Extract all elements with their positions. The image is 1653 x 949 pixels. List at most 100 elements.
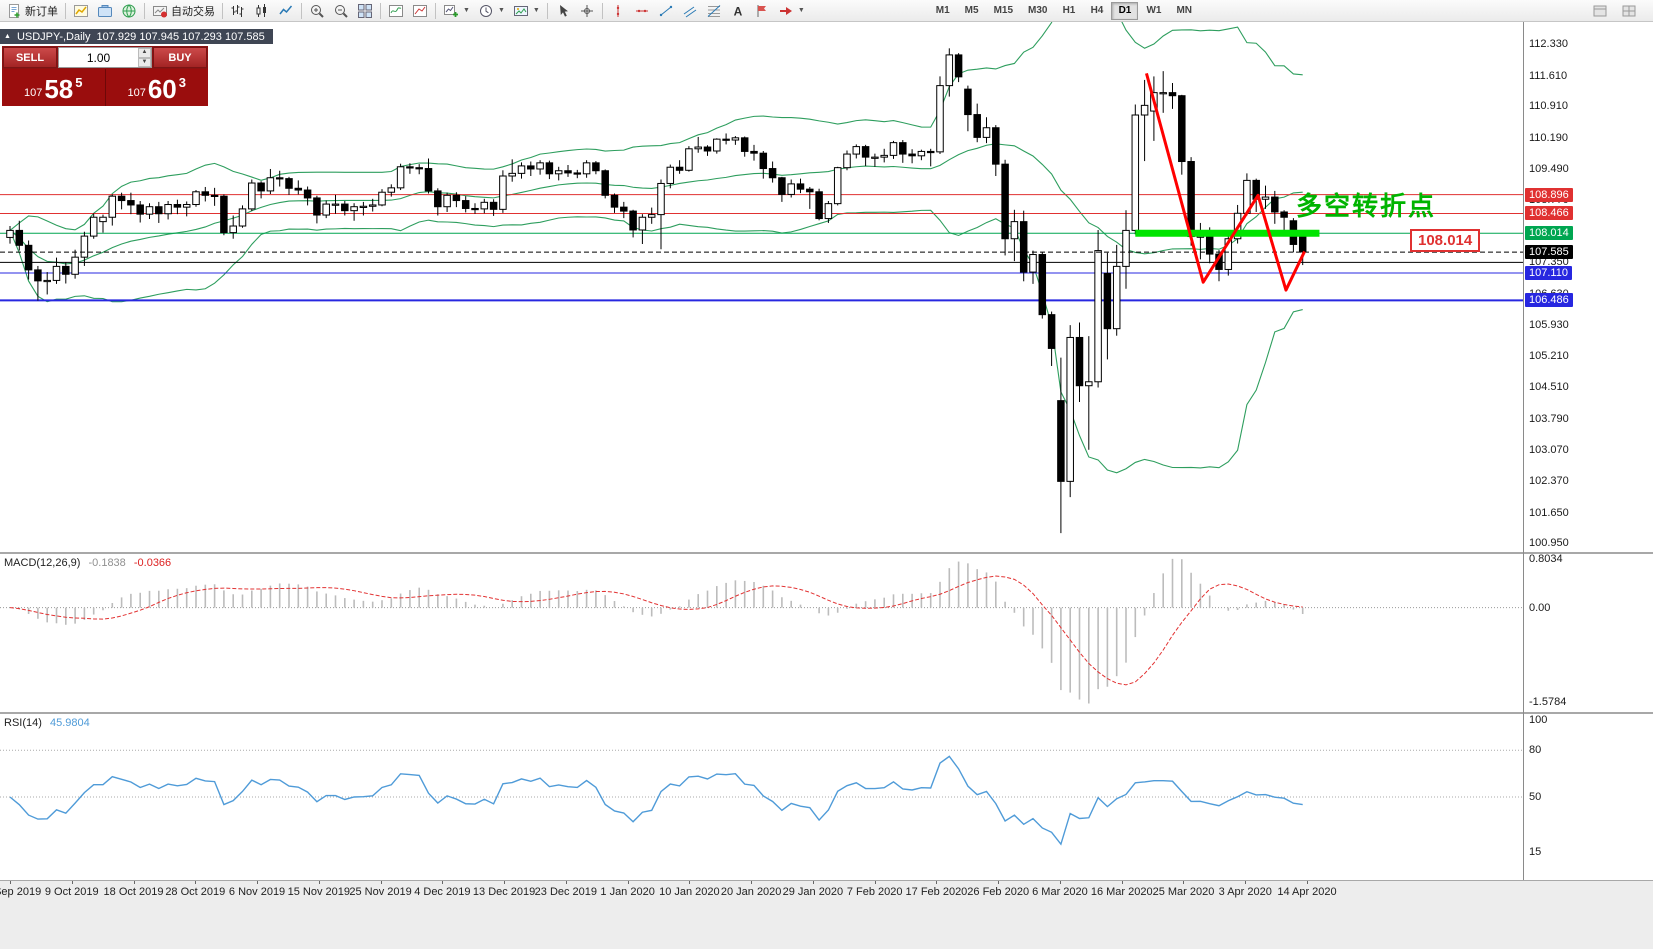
- time-tick-label: 16 Mar 2020: [1090, 886, 1153, 898]
- bar-chart-mode-button[interactable]: [226, 1, 250, 21]
- line-chart-mode-button[interactable]: [274, 1, 298, 21]
- volume-down-button[interactable]: ▼: [138, 57, 151, 67]
- trade-controls-row: SELL ▲ ▼ BUY: [2, 46, 208, 69]
- globe-icon: [122, 4, 136, 17]
- volume-up-button[interactable]: ▲: [138, 48, 151, 58]
- timeframe-w1-button[interactable]: W1: [1139, 2, 1168, 20]
- sell-price[interactable]: 107 58 5: [2, 69, 106, 106]
- dropdown-caret-icon: ▼: [497, 7, 505, 14]
- line-chart-icon: [279, 5, 293, 14]
- indicators-icon: [389, 4, 403, 17]
- market-watch-button[interactable]: [117, 1, 141, 21]
- time-tick-label: 17 Feb 2020: [905, 886, 968, 898]
- macd-indicator-label: MACD(12,26,9) -0.1838 -0.0366: [4, 557, 171, 569]
- time-tick-label: 6 Nov 2019: [228, 886, 286, 898]
- auto-trading-button[interactable]: 自动交易: [148, 1, 219, 21]
- zoom-in-button[interactable]: [305, 1, 329, 21]
- toolbar-separator: [144, 2, 145, 19]
- svg-text:A: A: [733, 4, 742, 18]
- price-line-label: 107.585: [1525, 245, 1573, 260]
- macd-scale-label: -1.5784: [1529, 696, 1567, 709]
- rsi-axis[interactable]: 100 80 50 15: [1524, 714, 1652, 880]
- sell-button[interactable]: SELL: [3, 47, 57, 68]
- time-tick-label: 7 Feb 2020: [846, 886, 903, 898]
- timeframe-m1-button[interactable]: M1: [929, 2, 957, 20]
- time-tick-label: 25 Mar 2020: [1152, 886, 1215, 898]
- label-flag-icon: [757, 4, 766, 17]
- timeframe-m5-button[interactable]: M5: [958, 2, 986, 20]
- turning-point-annotation[interactable]: 多空转折点: [1296, 191, 1437, 221]
- add-indicator-button[interactable]: ▼: [439, 1, 474, 21]
- new-order-button[interactable]: 新订单: [2, 1, 62, 21]
- buy-price-sup: 3: [178, 75, 186, 90]
- timeframe-h1-button[interactable]: H1: [1055, 2, 1082, 20]
- add-chart-icon: [444, 4, 458, 17]
- price-tick-label: 105.210: [1529, 350, 1569, 363]
- chart-info-bar: ▲ USDJPY-,Daily 107.929 107.945 107.293 …: [0, 29, 273, 44]
- channel-button[interactable]: [678, 1, 702, 21]
- zoom-out-button[interactable]: [329, 1, 353, 21]
- text-tool-button[interactable]: A: [726, 1, 750, 21]
- timeframe-m30-button[interactable]: M30: [1021, 2, 1054, 20]
- fibonacci-button[interactable]: [702, 1, 726, 21]
- crosshair-button[interactable]: [575, 1, 599, 21]
- sell-price-small: 107: [23, 87, 43, 99]
- main-price-chart[interactable]: [0, 22, 1523, 552]
- timeframe-m15-button[interactable]: M15: [987, 2, 1020, 20]
- time-tick-label: 29 Jan 2020: [782, 886, 844, 898]
- timeframe-toolbar: M1 M5 M15 M30 H1 H4 D1 W1 MN: [929, 1, 1199, 20]
- price-axis[interactable]: 112.330111.610110.910110.190109.490108.7…: [1524, 22, 1652, 552]
- indicators-button[interactable]: [384, 1, 408, 21]
- timeframe-d1-button[interactable]: D1: [1111, 1, 1139, 20]
- macd-axis[interactable]: 0.8034 0.00 -1.5784: [1524, 553, 1652, 712]
- collapse-triangle-icon[interactable]: ▲: [4, 33, 11, 40]
- text-label-button[interactable]: [750, 1, 774, 21]
- timeframe-mn-button[interactable]: MN: [1169, 2, 1199, 20]
- time-tick-mark: [1121, 881, 1123, 884]
- cursor-button[interactable]: [551, 1, 575, 21]
- toolbar-right-button-1[interactable]: [1588, 1, 1612, 21]
- buy-price-small: 107: [127, 87, 146, 99]
- panel-splitter[interactable]: [0, 552, 1653, 554]
- horizontal-line-button[interactable]: [630, 1, 654, 21]
- time-tick-mark: [1183, 881, 1185, 884]
- new-chart-button[interactable]: [69, 1, 93, 21]
- buy-button[interactable]: BUY: [153, 47, 207, 68]
- time-tick-mark: [71, 881, 73, 884]
- price-level-annotation[interactable]: 108.014: [1410, 229, 1481, 252]
- time-tick-label: 18 Oct 2019: [103, 886, 164, 898]
- periods-button[interactable]: ▼: [474, 1, 509, 21]
- channel-icon: [683, 6, 697, 17]
- rsi-scale-label: 15: [1529, 845, 1542, 858]
- rsi-scale-label: 50: [1529, 791, 1542, 803]
- macd-signal-value: -0.0366: [133, 557, 172, 569]
- rsi-panel[interactable]: [0, 714, 1523, 880]
- time-tick-mark: [318, 881, 320, 884]
- macd-main-value: -0.1838: [88, 557, 126, 569]
- toolbar-right-button-2[interactable]: [1617, 1, 1641, 21]
- vertical-line-button[interactable]: [606, 1, 630, 21]
- candlestick-icon: [256, 3, 266, 17]
- templates-button[interactable]: ▼: [509, 1, 544, 21]
- time-tick-label: 30 Sep 2019: [0, 886, 42, 898]
- tile-windows-button[interactable]: [353, 1, 377, 21]
- macd-panel[interactable]: [0, 554, 1523, 712]
- time-tick-mark: [133, 881, 135, 884]
- objects-list-button[interactable]: [408, 1, 432, 21]
- price-tick-label: 112.330: [1529, 37, 1568, 50]
- panel-splitter[interactable]: [0, 712, 1653, 714]
- candlestick-mode-button[interactable]: [250, 1, 274, 21]
- arrows-tool-button[interactable]: ▼: [774, 1, 809, 21]
- toolbar-separator: [222, 2, 223, 19]
- trendline-button[interactable]: [654, 1, 678, 21]
- buy-price[interactable]: 107 60 3: [106, 69, 209, 106]
- price-tick-label: 110.190: [1529, 131, 1568, 144]
- symbol-period-label: USDJPY-,Daily: [16, 30, 91, 43]
- profiles-button[interactable]: [93, 1, 117, 21]
- time-tick-label: 26 Feb 2020: [967, 886, 1030, 898]
- price-line-label: 108.896: [1525, 187, 1573, 202]
- volume-input[interactable]: [59, 49, 138, 66]
- timeframe-h4-button[interactable]: H4: [1083, 2, 1110, 20]
- time-axis-border: [0, 880, 1653, 881]
